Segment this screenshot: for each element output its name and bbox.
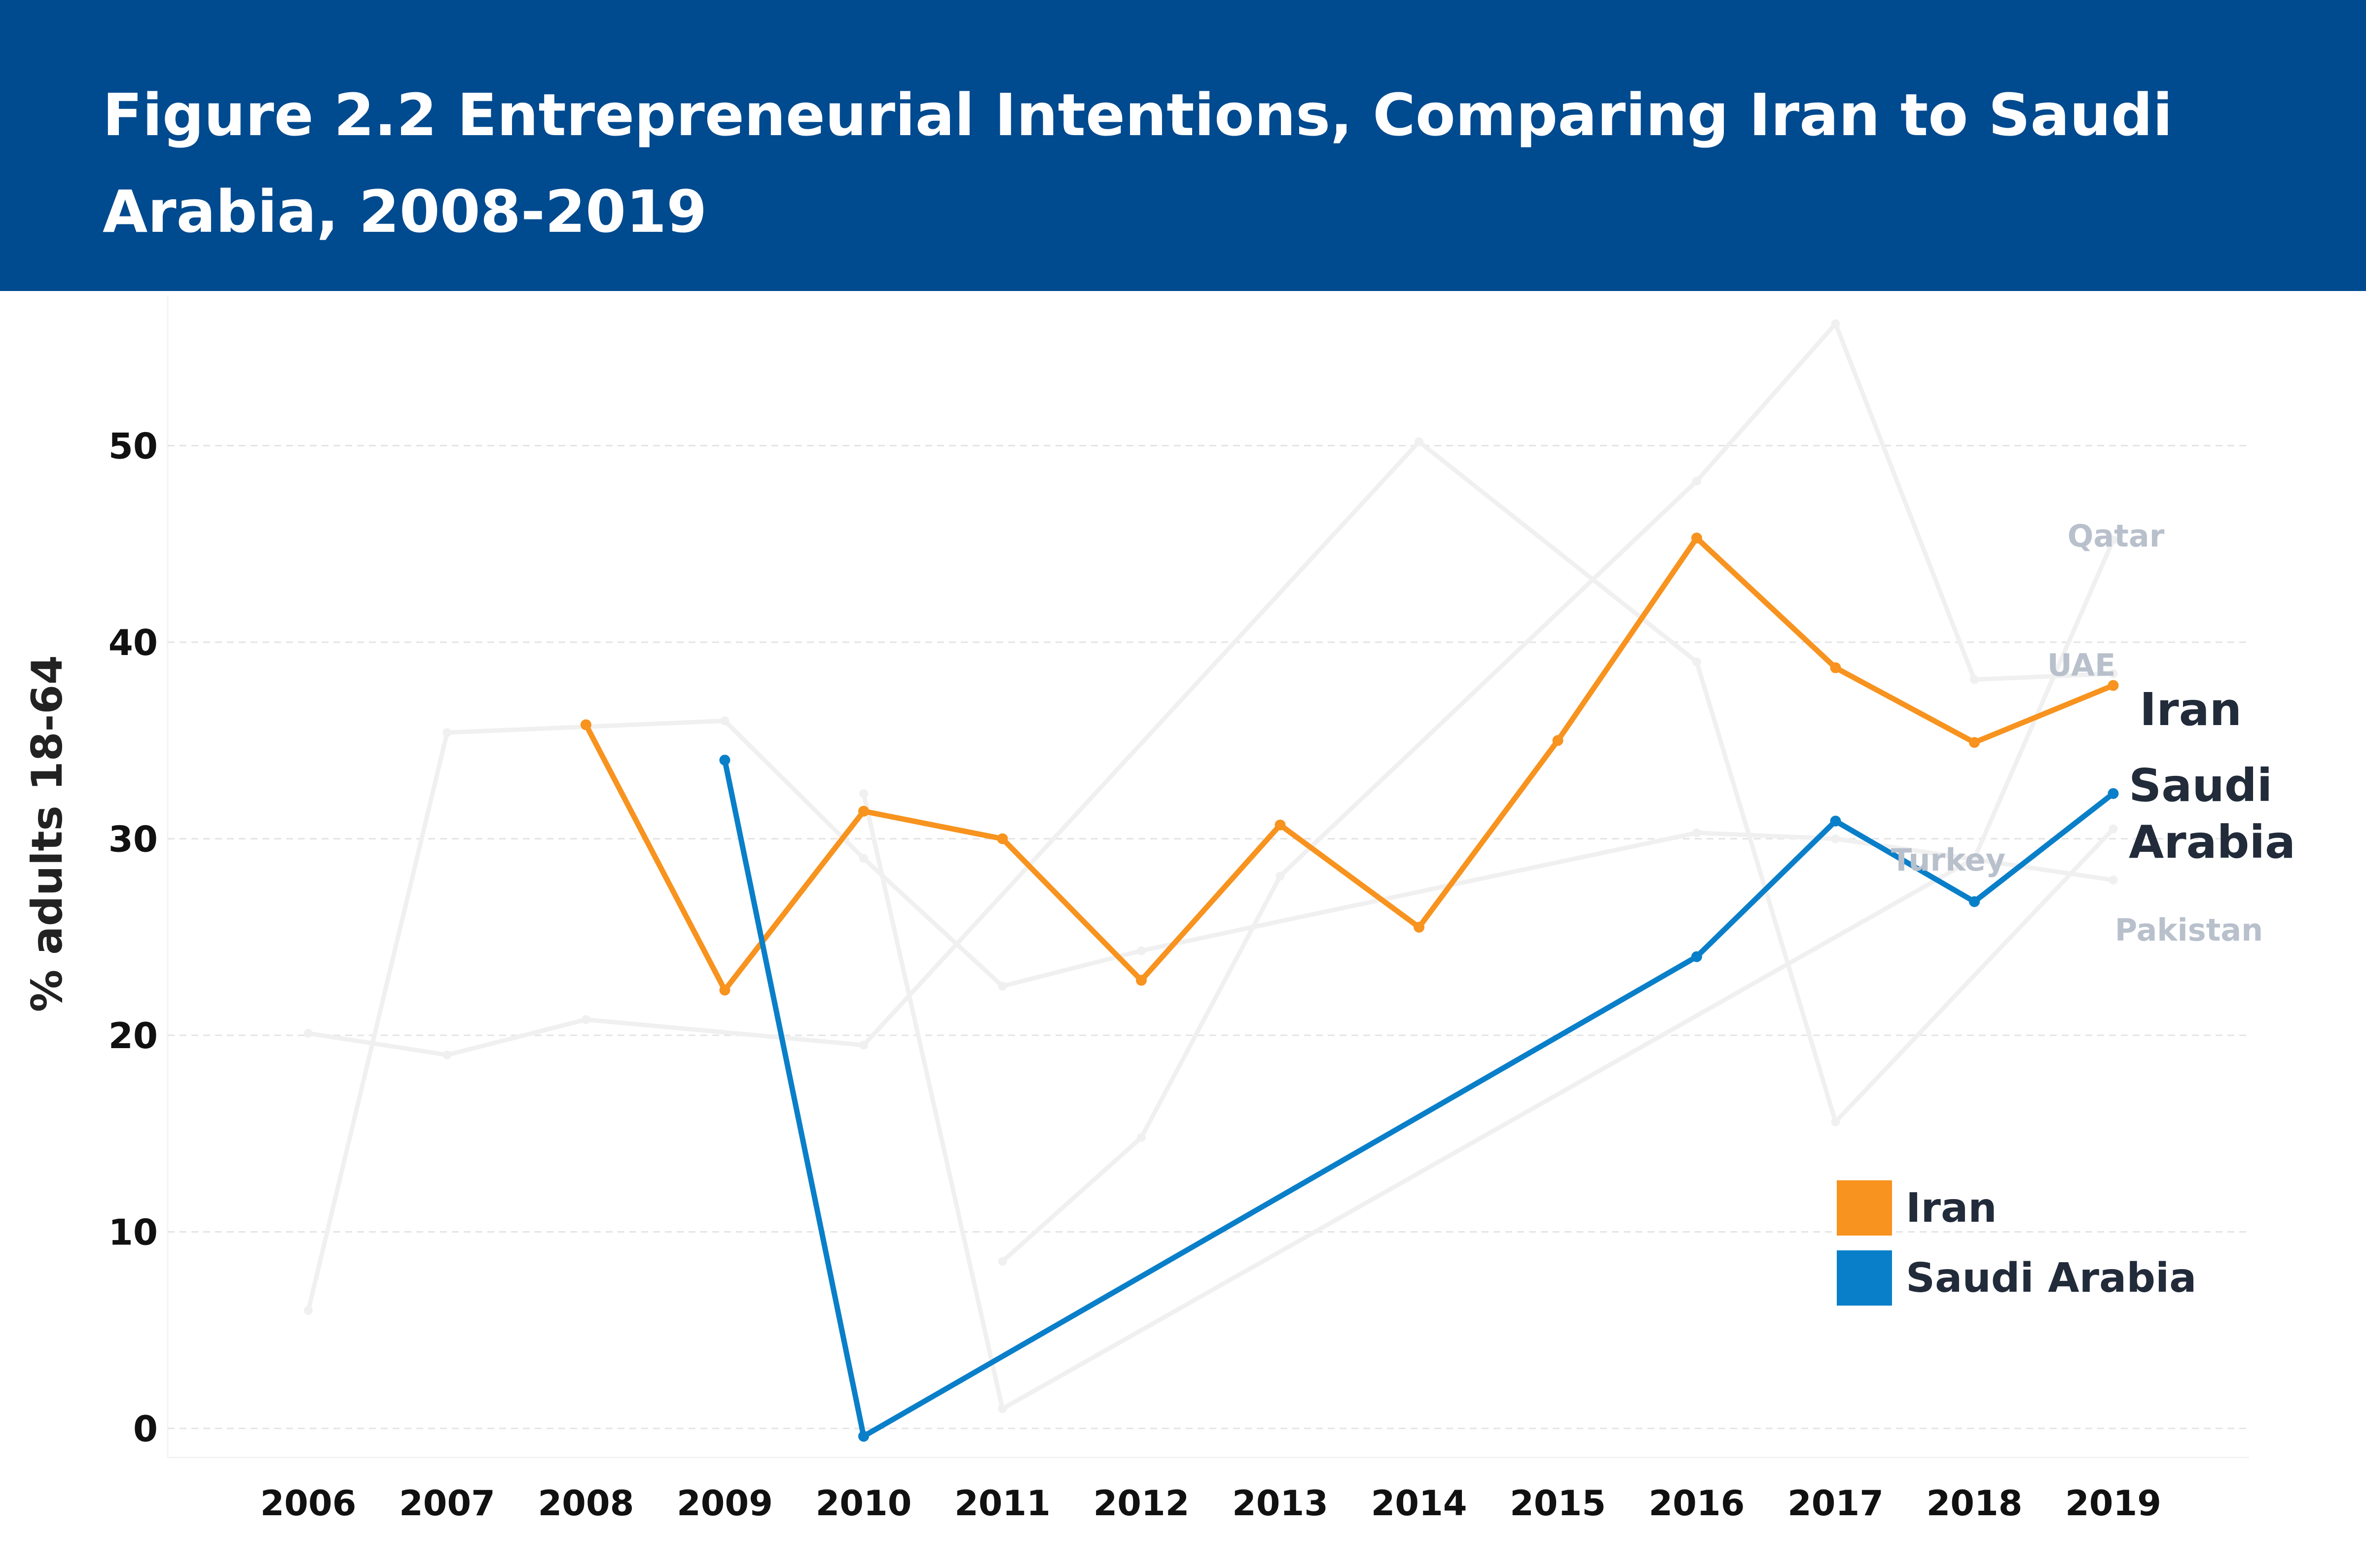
x-tick-label-2010: 2010 bbox=[816, 1483, 912, 1524]
x-tick-label-2012: 2012 bbox=[1093, 1483, 1190, 1524]
data-point-pakistan-2019 bbox=[2109, 875, 2118, 885]
series-line-turkey bbox=[306, 439, 2115, 1124]
context-series bbox=[304, 319, 2118, 1414]
data-point-iran-2016 bbox=[1691, 532, 1702, 544]
plot-frame bbox=[167, 296, 2249, 1459]
series-line-saudi-arabia bbox=[722, 757, 2116, 1439]
legend: Iran Saudi Arabia bbox=[1837, 1180, 2197, 1306]
data-point-iran-2008 bbox=[581, 719, 591, 730]
x-tick-label-2009: 2009 bbox=[677, 1483, 773, 1524]
legend-label-saudi-arabia: Saudi Arabia bbox=[1906, 1255, 2197, 1302]
data-point-qatar-2010 bbox=[859, 789, 868, 798]
data-point-iran-2018 bbox=[1969, 737, 1980, 748]
data-point-uae-2018 bbox=[1970, 675, 1979, 684]
x-tick-label-2006: 2006 bbox=[260, 1483, 357, 1524]
data-point-qatar-2011 bbox=[998, 1404, 1007, 1414]
y-tick-label-10: 10 bbox=[109, 1212, 158, 1253]
data-point-iran-2014 bbox=[1414, 921, 1424, 933]
series-label-pakistan: Pakistan bbox=[2115, 912, 2263, 948]
x-tick-label-2008: 2008 bbox=[538, 1483, 634, 1524]
data-point-iran-2017 bbox=[1830, 662, 1841, 673]
data-point-pakistan-2010 bbox=[859, 854, 868, 863]
x-tick-label-2016: 2016 bbox=[1649, 1483, 1745, 1524]
x-tick-label-2007: 2007 bbox=[399, 1483, 495, 1524]
series-line-uae bbox=[1000, 321, 2115, 1264]
legend-label-iran: Iran bbox=[1906, 1185, 1997, 1232]
data-point-iran-2011 bbox=[997, 833, 1008, 844]
data-point-iran-2009 bbox=[719, 985, 730, 996]
data-point-pakistan-2009 bbox=[720, 716, 729, 726]
x-tick-label-2015: 2015 bbox=[1510, 1483, 1606, 1524]
data-point-pakistan-2016 bbox=[1692, 828, 1701, 838]
y-tick-label-20: 20 bbox=[109, 1015, 158, 1057]
data-point-iran-2019 bbox=[2108, 680, 2119, 691]
data-point-saudi-arabia-2019 bbox=[2108, 788, 2119, 799]
legend-swatch-iran bbox=[1837, 1180, 1892, 1236]
series-label-saudi-arabia: Saudi Arabia bbox=[2129, 759, 2295, 869]
data-point-saudi-arabia-2018 bbox=[1969, 896, 1980, 908]
series-line-iran bbox=[583, 535, 2116, 993]
data-point-iran-2013 bbox=[1274, 819, 1286, 831]
data-point-turkey-2007 bbox=[442, 1050, 452, 1059]
y-tick-label-30: 30 bbox=[109, 819, 158, 860]
gridlines bbox=[168, 445, 2249, 1429]
data-point-uae-2011 bbox=[998, 1257, 1007, 1266]
y-tick-label-50: 50 bbox=[109, 426, 158, 467]
series-label-qatar: Qatar bbox=[2068, 518, 2165, 554]
data-point-uae-2017 bbox=[1831, 319, 1840, 328]
data-point-qatar-2019 bbox=[2109, 535, 2118, 545]
highlight-series bbox=[581, 532, 2119, 1442]
data-point-turkey-2019 bbox=[2109, 824, 2118, 834]
y-tick-label-40: 40 bbox=[109, 622, 158, 663]
data-point-iran-2015 bbox=[1552, 735, 1564, 746]
series-label-iran: Iran bbox=[2140, 683, 2242, 736]
data-point-saudi-arabia-2009 bbox=[719, 755, 730, 766]
data-point-saudi-arabia-2016 bbox=[1691, 951, 1702, 962]
chart-svg: 0 10 20 30 40 50 2006 2007 2008 2009 2010 2011 2012… bbox=[23, 296, 2295, 1524]
data-point-turkey-2010 bbox=[859, 1040, 868, 1050]
data-point-uae-2013 bbox=[1275, 872, 1285, 881]
title-banner: Figure 2.2 Entrepreneurial Intentions, C… bbox=[0, 0, 2366, 291]
y-axis-label: % adults 18-64 bbox=[23, 655, 72, 1012]
chart-title: Figure 2.2 Entrepreneurial Intentions, C… bbox=[103, 81, 2173, 246]
data-point-pakistan-2011 bbox=[998, 982, 1007, 991]
x-tick-label-2011: 2011 bbox=[954, 1483, 1051, 1524]
data-point-iran-2012 bbox=[1136, 975, 1147, 986]
x-axis-ticks: 2006 2007 2008 2009 2010 2011 2012 2013 2014 2015… bbox=[260, 1483, 2161, 1524]
data-point-turkey-2006 bbox=[304, 1029, 313, 1038]
data-point-saudi-arabia-2017 bbox=[1830, 815, 1841, 827]
data-point-saudi-arabia-2010 bbox=[858, 1430, 869, 1442]
data-point-pakistan-2012 bbox=[1137, 946, 1146, 955]
legend-swatch-saudi-arabia bbox=[1837, 1250, 1892, 1306]
data-point-turkey-2008 bbox=[582, 1015, 590, 1024]
data-point-turkey-2014 bbox=[1415, 437, 1423, 446]
data-point-pakistan-2017 bbox=[1831, 834, 1840, 843]
x-tick-label-2013: 2013 bbox=[1232, 1483, 1328, 1524]
series-line-qatar bbox=[861, 538, 2115, 1411]
x-tick-label-2014: 2014 bbox=[1371, 1483, 1467, 1524]
data-point-iran-2010 bbox=[858, 805, 869, 817]
data-point-uae-2016 bbox=[1692, 476, 1701, 486]
data-point-uae-2012 bbox=[1137, 1133, 1146, 1142]
x-tick-label-2018: 2018 bbox=[1927, 1483, 2023, 1524]
line-chart: 0 10 20 30 40 50 2006 2007 2008 2009 2010 2011 2012… bbox=[0, 291, 2366, 1568]
data-point-uae-2019 bbox=[2109, 669, 2118, 678]
series-label-uae: UAE bbox=[2047, 647, 2116, 683]
data-point-pakistan-2007 bbox=[442, 728, 452, 737]
x-tick-label-2017: 2017 bbox=[1787, 1483, 1884, 1524]
y-tick-label-0: 0 bbox=[133, 1408, 158, 1450]
data-point-pakistan-2006 bbox=[304, 1306, 313, 1315]
y-axis-ticks: 0 10 20 30 40 50 bbox=[109, 426, 158, 1450]
data-point-turkey-2017 bbox=[1831, 1117, 1840, 1127]
series-label-turkey: Turkey bbox=[1891, 842, 2005, 878]
data-point-turkey-2016 bbox=[1692, 657, 1701, 666]
x-tick-label-2019: 2019 bbox=[2065, 1483, 2161, 1524]
series-end-labels: Qatar UAE Iran Saudi Arabia Turkey Pakistan bbox=[1891, 518, 2295, 948]
